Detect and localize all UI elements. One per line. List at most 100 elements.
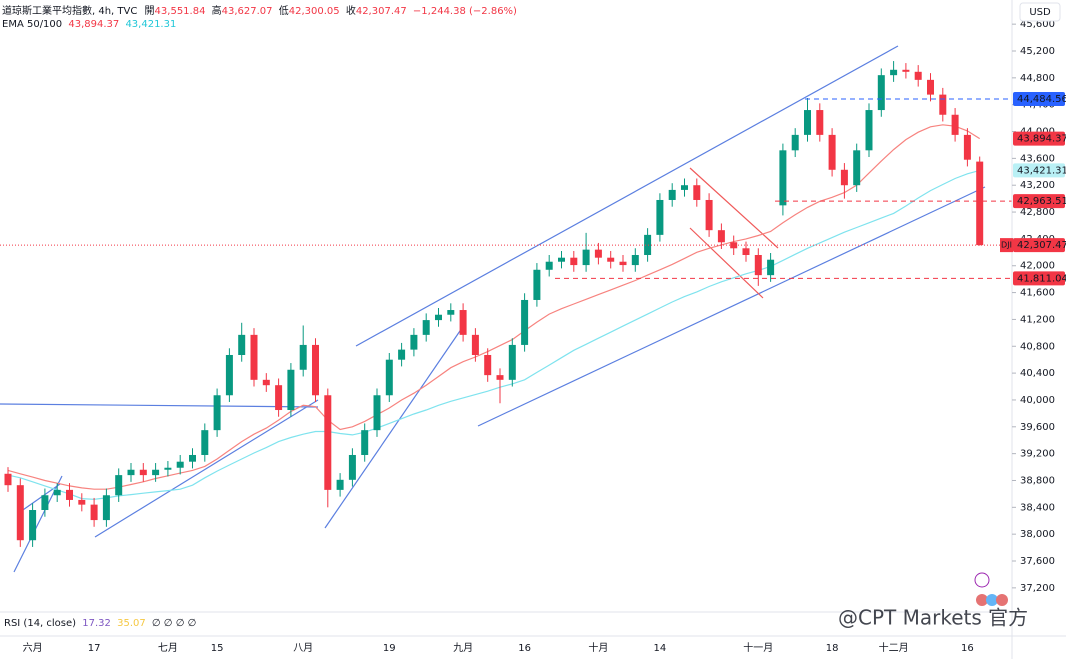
candle-body bbox=[373, 395, 381, 431]
price-tag-label: 43,421.31 bbox=[1017, 165, 1066, 176]
x-tick-label: 六月 bbox=[23, 642, 43, 654]
candle-body bbox=[447, 310, 455, 315]
candle-body bbox=[4, 473, 12, 486]
ema-value: 43,894.37 bbox=[68, 19, 119, 30]
rsi-legend: RSI (14, close) 17.32 35.07 ∅ ∅ ∅ ∅ bbox=[4, 618, 196, 629]
candle-body bbox=[398, 349, 406, 360]
icon[interactable] bbox=[974, 572, 990, 588]
ohlc-value: 42,307.47 bbox=[356, 6, 407, 17]
ohlc-label: 開 bbox=[145, 5, 155, 17]
x-tick-label: 15 bbox=[211, 643, 224, 654]
candle-body bbox=[681, 185, 688, 190]
y-tick-label: 42,000 bbox=[1020, 261, 1055, 272]
price-tags: 44,484.56 43,894.37 43,421.31 42,963.51 DJI 4… bbox=[1000, 92, 1066, 286]
rsi-value: 17.32 bbox=[82, 618, 111, 629]
rsi-extra: ∅ ∅ ∅ ∅ bbox=[152, 618, 196, 629]
trend-lines bbox=[0, 45, 986, 573]
y-tick-label: 37,200 bbox=[1020, 583, 1055, 594]
title: 道琼斯工業平均指數, 4h, TVC bbox=[2, 4, 137, 17]
price-tag-label: 43,894.37 bbox=[1017, 134, 1066, 145]
candle-body bbox=[287, 369, 295, 411]
candle-body bbox=[963, 134, 971, 160]
candle-body bbox=[176, 461, 184, 468]
ohlc-label: 收 bbox=[346, 4, 356, 17]
candle-body bbox=[533, 269, 541, 300]
price-tag bbox=[1013, 271, 1065, 286]
axis-labels: 37,200 37,600 38,000 38,400 38,800 39,200 39,6… bbox=[23, 19, 1055, 654]
candle-body bbox=[361, 430, 369, 455]
candle-body bbox=[459, 310, 467, 335]
currency-box[interactable] bbox=[1019, 2, 1061, 22]
trend-line bbox=[689, 167, 779, 249]
indicator-lines bbox=[7, 124, 981, 500]
y-tick-label: 40,000 bbox=[1020, 395, 1055, 406]
ohlc-value: 43,551.84 bbox=[155, 6, 206, 17]
price-tag bbox=[1013, 238, 1065, 253]
candles bbox=[4, 61, 984, 547]
x-tick-label: 17 bbox=[88, 643, 101, 654]
ohlc-value: 43,627.07 bbox=[222, 6, 273, 17]
candle-body bbox=[262, 379, 270, 386]
candle-body bbox=[127, 469, 135, 476]
y-tick-label: 41,200 bbox=[1020, 314, 1055, 325]
rsi-label: RSI (14, close) bbox=[4, 618, 76, 629]
symbol-tag bbox=[1000, 238, 1013, 253]
candle-body bbox=[840, 169, 848, 186]
candle-body bbox=[976, 161, 984, 246]
candle-body bbox=[53, 489, 61, 496]
candle-body bbox=[484, 354, 492, 376]
ema-line bbox=[7, 124, 981, 490]
candle-body bbox=[570, 257, 578, 266]
icon[interactable] bbox=[976, 594, 988, 606]
y-tick-label: 40,800 bbox=[1020, 341, 1055, 352]
rsi-value: 35.07 bbox=[117, 618, 146, 629]
x-tick-label: 九月 bbox=[453, 642, 473, 654]
candle-body bbox=[115, 475, 123, 496]
candle-body bbox=[275, 385, 283, 411]
y-tick-label: 38,000 bbox=[1020, 529, 1055, 540]
candle-body bbox=[201, 430, 209, 455]
price-tag-label: 42,963.51 bbox=[1017, 196, 1066, 207]
ema-value: 43,421.31 bbox=[125, 19, 176, 30]
candle-body bbox=[927, 79, 934, 95]
currency: USD bbox=[1029, 7, 1051, 18]
icon[interactable] bbox=[986, 594, 998, 606]
trend-line bbox=[324, 327, 463, 529]
ohlc-label: 低 bbox=[279, 4, 289, 17]
candle-body bbox=[730, 242, 738, 249]
y-tick-label: 42,800 bbox=[1020, 207, 1055, 218]
candle-body bbox=[914, 71, 922, 80]
candle-body bbox=[336, 479, 344, 490]
candle-body bbox=[422, 320, 430, 335]
y-tick-label: 41,600 bbox=[1020, 288, 1055, 299]
watermark: @CPT Markets 官方 bbox=[838, 606, 1028, 630]
y-tick-label: 38,400 bbox=[1020, 502, 1055, 513]
candle-body bbox=[385, 359, 393, 396]
candle-body bbox=[853, 150, 861, 186]
x-tick-label: 16 bbox=[961, 643, 974, 654]
y-tick-label: 38,800 bbox=[1020, 475, 1055, 486]
candle-body bbox=[656, 199, 664, 235]
candle-body bbox=[779, 150, 787, 206]
indicator-name: EMA 50/100 bbox=[2, 19, 62, 30]
levels bbox=[0, 98, 1012, 279]
trend-line bbox=[689, 227, 764, 299]
candle-body bbox=[41, 495, 49, 511]
y-tick-label: 39,600 bbox=[1020, 422, 1055, 433]
header: 道琼斯工業平均指數, 4h, TVC 開43,551.84 高43,627.07… bbox=[2, 4, 517, 17]
icons bbox=[974, 572, 1008, 606]
trend-line bbox=[94, 399, 319, 538]
y-tick-label: 45,600 bbox=[1020, 19, 1055, 30]
price-tag bbox=[1013, 194, 1065, 209]
price-tag-label: 41,811.04 bbox=[1017, 273, 1066, 284]
icon[interactable] bbox=[996, 594, 1008, 606]
candle-body bbox=[804, 110, 811, 135]
candle-body bbox=[558, 257, 565, 262]
candle-body bbox=[250, 334, 258, 380]
x-tick-label: 19 bbox=[383, 643, 396, 654]
y-tick-label: 40,400 bbox=[1020, 368, 1055, 379]
candle-body bbox=[521, 299, 529, 345]
candle-body bbox=[189, 454, 196, 462]
x-tick-label: 十一月 bbox=[743, 641, 773, 654]
